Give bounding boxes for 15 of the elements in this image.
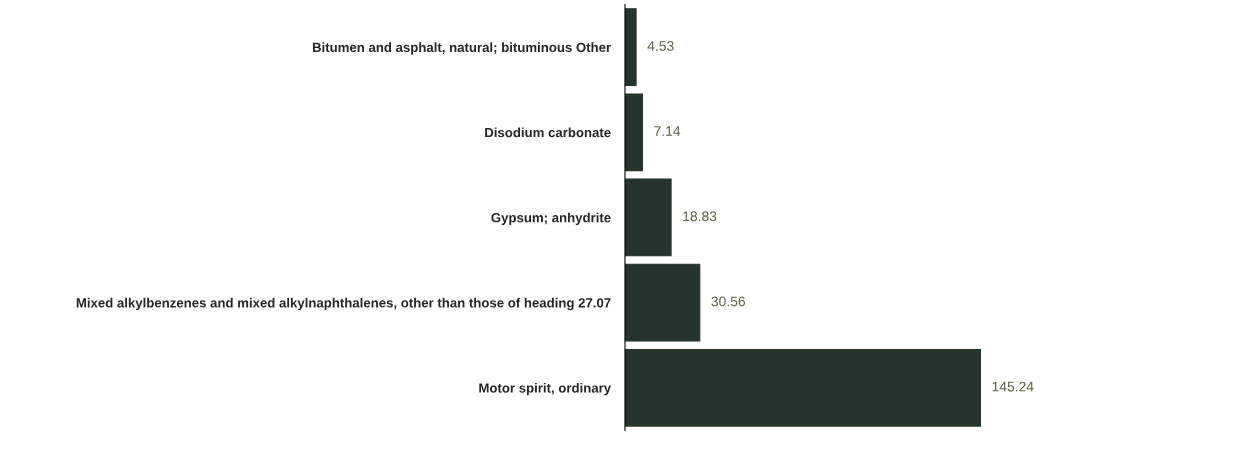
data-label: 18.83 [683,211,717,222]
y-tick-label: Mixed alkylbenzenes and mixed alkylnaphthalenes, other than those of heading 27.07 [76,297,611,311]
y-tick-label: Motor spirit, ordinary [479,382,612,396]
y-tick-label: Disodium carbonate [485,127,611,138]
data-label: 145.24 [992,381,1034,392]
bar [624,263,701,342]
bar [624,178,672,257]
data-label: 30.56 [711,296,746,307]
bar [624,348,982,427]
data-label: 7.14 [654,126,681,136]
y-tick-label: Gypsum; anhydrite [491,212,611,225]
y-tick-label: Bitumen and asphalt, natural; bituminous Other [312,42,611,55]
data-label: 4.53 [647,41,674,51]
bar [624,8,637,86]
bar [624,93,644,172]
